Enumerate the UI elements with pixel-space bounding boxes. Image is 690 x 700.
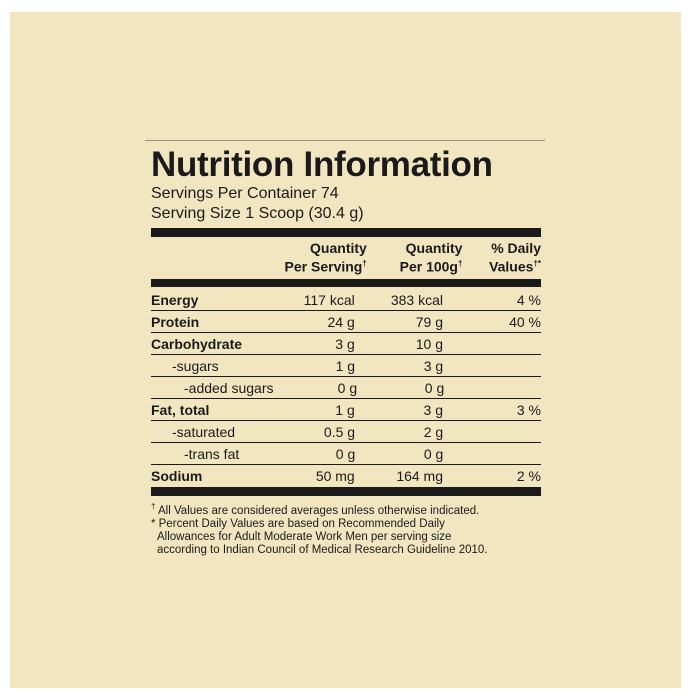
footnote-mark: † [151, 502, 156, 511]
nutrition-label: Nutrition Information Servings Per Conta… [151, 146, 541, 557]
header-daily-line1: % Daily [491, 240, 541, 256]
per-100g-value: 3 g [423, 357, 444, 374]
table-row: Fat, total 1 g 3 g 3 % [151, 399, 541, 421]
header-per-100g-line1: Quantity [405, 240, 463, 256]
header-daily-mark: †* [533, 259, 541, 268]
header-per-100g-line2: Per 100g† [367, 256, 463, 275]
footnotes: † All Values are considered averages unl… [151, 500, 541, 557]
footnote-daily-line1: * Percent Daily Values are based on Reco… [151, 517, 445, 530]
header-daily-text: Values [489, 258, 534, 275]
nutrient-name: Sodium [151, 468, 203, 484]
column-headers: Quantity Per Serving† Quantity Per 100g†… [151, 237, 541, 279]
per-100g-value: 10 g [415, 335, 444, 352]
header-per-serving-mark: † [362, 259, 367, 268]
table-row: Protein 24 g 79 g 40 % [151, 311, 541, 333]
header-bottom-bar [151, 279, 541, 287]
per-100g-value: 79 g [415, 313, 444, 330]
header-daily-line2: Values†* [462, 256, 541, 275]
header-per-100g-mark: † [457, 259, 463, 268]
header-bar [151, 228, 541, 237]
per-100g-value: 0 g [424, 379, 445, 396]
per-serving-value: 1 g [335, 401, 355, 418]
nutrient-name: -added sugars [184, 379, 274, 396]
nutrient-name: Fat, total [151, 401, 210, 418]
header-daily-values: % Daily Values†* [462, 240, 541, 275]
per-serving-value: 24 g [327, 313, 355, 330]
nutrient-name: -saturated [172, 423, 236, 440]
footnote-daily-line2: Allowances for Adult Moderate Work Men p… [157, 530, 452, 543]
nutrient-name: Carbohydrate [151, 335, 243, 352]
header-per-100g: Quantity Per 100g† [367, 240, 463, 275]
per-serving-value: 117 kcal [303, 291, 355, 308]
table-row: Carbohydrate 3 g 10 g [151, 333, 541, 355]
serving-size: Serving Size 1 Scoop (30.4 g) [151, 205, 364, 222]
table-row: Sodium 50 mg 164 mg 2 % [151, 465, 541, 487]
daily-value: 2 % [516, 468, 541, 484]
servings-per-container: Servings Per Container 74 [151, 185, 339, 202]
header-per-serving-line1: Quantity [310, 240, 367, 256]
nutrient-name: Protein [151, 313, 200, 330]
daily-value: 40 % [509, 313, 541, 330]
table-row: -saturated 0.5 g 2 g [151, 421, 541, 443]
table-row: -added sugars 0 g 0 g [151, 377, 541, 399]
per-100g-value: 0 g [423, 445, 444, 462]
footnote-averages-text: All Values are considered averages unles… [158, 504, 480, 517]
per-serving-value: 1 g [335, 357, 356, 374]
per-serving-value: 0 g [337, 379, 358, 396]
per-100g-value: 383 kcal [390, 291, 444, 308]
table-row: -trans fat 0 g 0 g [151, 443, 541, 465]
daily-value: 3 % [516, 401, 541, 418]
footnote-averages: † All Values are considered averages unl… [151, 500, 541, 518]
header-per-serving-line2: Per Serving† [263, 256, 367, 275]
per-100g-value: 2 g [423, 423, 444, 440]
per-serving-value: 3 g [335, 335, 355, 352]
table-row: Energy 117 kcal 383 kcal 4 % [151, 289, 541, 311]
per-serving-value: 0.5 g [323, 423, 356, 440]
nutrient-name: -sugars [172, 357, 219, 374]
table-row: -sugars 1 g 3 g [151, 355, 541, 377]
header-per-serving: Quantity Per Serving† [263, 240, 367, 275]
footer-bar [151, 487, 541, 496]
footnote-daily-line3: according to Indian Council of Medical R… [157, 543, 488, 556]
per-serving-value: 50 mg [315, 468, 355, 484]
per-100g-value: 164 mg [396, 468, 444, 484]
nutrient-name: -trans fat [184, 445, 240, 462]
nutrient-name: Energy [151, 291, 199, 308]
label-background [10, 12, 681, 688]
header-per-100g-text: Per 100g [399, 258, 458, 275]
top-rule [145, 140, 545, 141]
per-serving-value: 0 g [335, 445, 356, 462]
label-title: Nutrition Information [151, 145, 493, 184]
header-per-serving-text: Per Serving [284, 258, 363, 275]
daily-value: 4 % [516, 291, 541, 308]
per-100g-value: 3 g [423, 401, 444, 418]
